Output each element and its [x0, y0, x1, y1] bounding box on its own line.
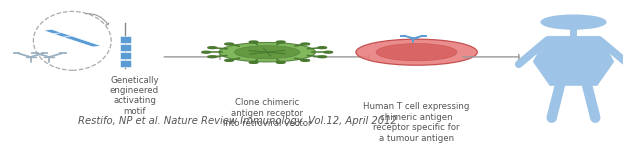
Circle shape [249, 61, 258, 63]
Polygon shape [43, 29, 81, 40]
Text: Genetically
engineered
activating
motif: Genetically engineered activating motif [110, 76, 159, 116]
Circle shape [276, 61, 285, 63]
Circle shape [208, 47, 217, 49]
Circle shape [249, 41, 258, 43]
Circle shape [276, 41, 285, 43]
Text: Clone chimeric
antigen receptor
into retroviral vector: Clone chimeric antigen receptor into ret… [223, 98, 311, 128]
Circle shape [208, 56, 217, 58]
Polygon shape [120, 60, 131, 67]
Ellipse shape [235, 46, 300, 59]
Polygon shape [53, 33, 91, 44]
Circle shape [202, 51, 210, 53]
Ellipse shape [356, 39, 477, 65]
Polygon shape [120, 52, 131, 59]
Circle shape [301, 43, 310, 45]
Circle shape [225, 59, 233, 61]
Polygon shape [533, 36, 614, 86]
Circle shape [324, 51, 333, 53]
Polygon shape [120, 36, 131, 43]
Circle shape [541, 15, 606, 29]
Polygon shape [120, 44, 131, 51]
Circle shape [318, 56, 326, 58]
Text: Human T cell expressing
chimeric antigen
receptor specific for
a tumour antigen: Human T cell expressing chimeric antigen… [363, 102, 470, 143]
Circle shape [225, 43, 233, 45]
Circle shape [318, 47, 326, 49]
Text: Restifo, NP et al. Nature Review Immunology. Vol.12, April 2012: Restifo, NP et al. Nature Review Immunol… [78, 116, 397, 126]
Ellipse shape [376, 44, 457, 61]
Polygon shape [63, 36, 101, 47]
Ellipse shape [219, 42, 315, 62]
Circle shape [301, 59, 310, 61]
